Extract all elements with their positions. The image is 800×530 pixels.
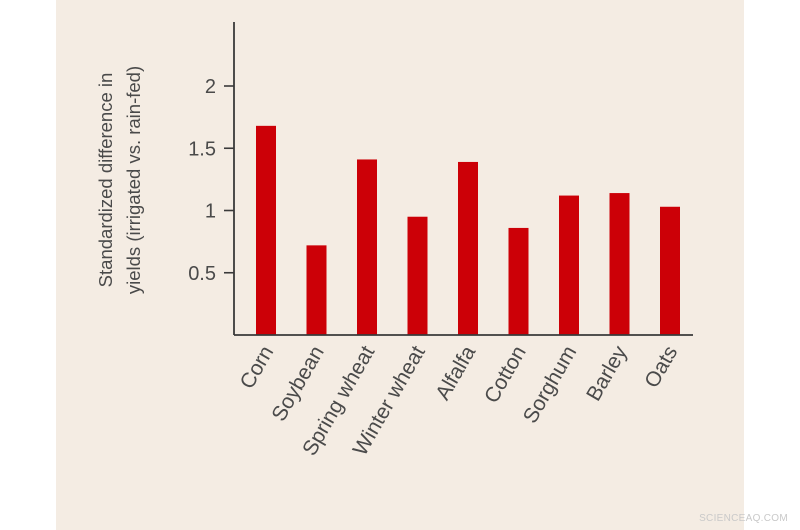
y-axis-label-line: Standardized difference in <box>95 73 116 288</box>
watermark: SCIENCEAQ.COM <box>699 513 788 524</box>
y-tick-label: 1 <box>205 201 216 223</box>
bar-soybean <box>306 245 327 335</box>
chart-card: Standardized difference in yields (irriga… <box>56 0 744 530</box>
y-tick-label: 1.5 <box>188 138 216 160</box>
x-category-label: Corn <box>236 342 279 393</box>
bar-oats <box>660 206 680 335</box>
x-category-label: Oats <box>640 342 682 392</box>
bar-alfalfa <box>458 161 478 335</box>
bar-corn <box>256 125 276 335</box>
bar-spring-wheat <box>357 159 377 335</box>
bar-sorghum <box>559 195 579 335</box>
y-tick-label: 2 <box>205 76 216 98</box>
x-category-label: Barley <box>582 342 632 405</box>
bar-barley <box>609 193 630 335</box>
y-axis-label-line: yields (irrigated vs. rain-fed) <box>123 66 144 294</box>
x-category-label: Cotton <box>480 342 531 407</box>
bar-winter-wheat <box>407 216 428 335</box>
bar-chart: Standardized difference in yields (irriga… <box>95 22 693 460</box>
y-tick-label: 0.5 <box>188 263 216 285</box>
x-category-label: Alfalfa <box>431 342 480 404</box>
bar-cotton <box>508 227 529 335</box>
